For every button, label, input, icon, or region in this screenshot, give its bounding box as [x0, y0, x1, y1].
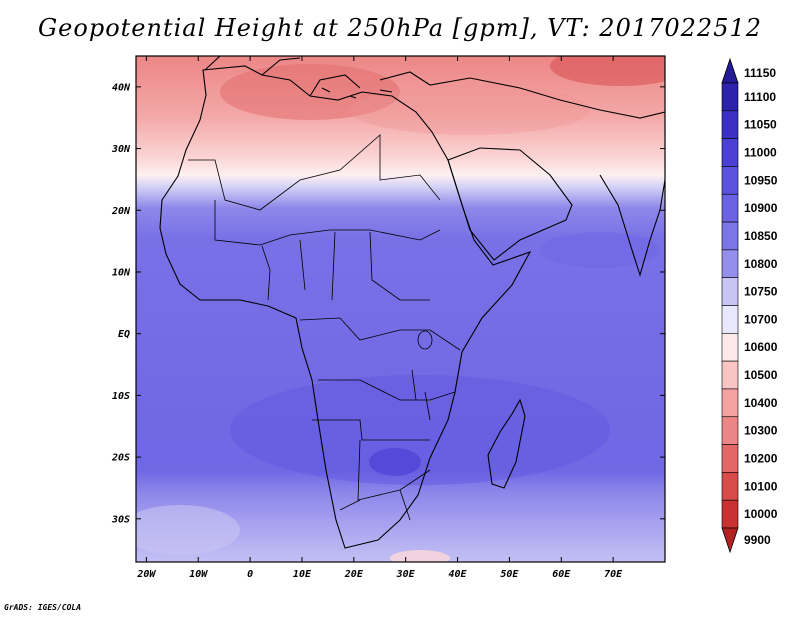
y-tick-label: EQ — [118, 329, 130, 340]
x-tick-label: 70E — [604, 569, 623, 580]
colorbar-label: 10900 — [744, 201, 778, 215]
colorbar-box — [721, 305, 739, 334]
colorbar-box — [721, 388, 739, 418]
colorbar-top-arrow — [721, 57, 739, 84]
colorbar-label: 11150 — [744, 66, 776, 80]
colorbar-label: 10000 — [744, 507, 778, 521]
country-borders — [188, 134, 461, 521]
colorbar-label: 11100 — [744, 90, 776, 104]
colorbar-label: 11000 — [744, 146, 777, 160]
y-tick-label: 10S — [112, 391, 130, 402]
colorbar-label: 10200 — [744, 451, 778, 465]
x-axis: 20W 10W 0 10E 20E 30E 40E 50E 60E 70E — [136, 56, 623, 580]
colorbar-box — [721, 360, 739, 390]
colorbar-box — [721, 444, 739, 473]
plot-frame — [135, 55, 666, 563]
colorbar-label: 9900 — [744, 533, 771, 547]
x-tick-label: 20E — [344, 569, 364, 580]
colorbar-box — [721, 221, 739, 251]
colorbar-box — [721, 110, 739, 139]
lakes — [411, 330, 433, 421]
y-tick-label: 40N — [112, 82, 131, 93]
colorbar: 11150 11100 11050 11000 10950 10900 10850 10800… — [721, 57, 778, 554]
x-tick-label: 40E — [449, 569, 468, 580]
x-tick-label: 60E — [552, 569, 571, 580]
colorbar-box — [721, 416, 739, 445]
y-tick-label: 20S — [111, 453, 130, 464]
map-title: Geopotential Height at 250hPa [gpm], VT:… — [38, 14, 762, 42]
colorbar-box — [721, 333, 739, 362]
height-field — [136, 56, 665, 562]
x-tick-label: 20W — [136, 569, 156, 580]
y-tick-label: 20N — [111, 206, 131, 217]
colorbar-box — [721, 277, 739, 306]
colorbar-label: 10850 — [744, 229, 778, 243]
colorbar-label: 10750 — [744, 285, 778, 299]
y-tick-label: 30S — [111, 514, 130, 525]
grads-credit: GrADS: IGES/COLA — [4, 603, 82, 612]
x-tick-label: 10W — [189, 569, 208, 580]
colorbar-box — [721, 193, 739, 223]
colorbar-label: 10500 — [744, 368, 778, 382]
x-tick-label: 30E — [396, 569, 416, 580]
colorbar-box — [721, 249, 739, 278]
colorbar-box — [721, 138, 739, 167]
colorbar-label: 10950 — [744, 173, 778, 187]
colorbar-label: 10600 — [744, 340, 778, 354]
colorbar-bottom-arrow — [721, 527, 739, 554]
colorbar-label: 10100 — [744, 479, 778, 493]
x-tick-label: 50E — [500, 569, 519, 580]
colorbar-box — [721, 499, 739, 529]
y-tick-label: 30N — [111, 144, 131, 155]
colorbar-box — [721, 472, 739, 501]
colorbar-box — [721, 82, 739, 112]
colorbar-box — [721, 166, 739, 195]
colorbar-label: 11050 — [744, 118, 777, 132]
x-tick-label: 0 — [247, 569, 253, 580]
colorbar-label: 10700 — [744, 312, 778, 326]
colorbar-label: 10800 — [744, 257, 778, 271]
y-axis: 40N 30N 20N 10N EQ 10S 20S 30S — [111, 82, 665, 525]
colorbar-label: 10400 — [744, 396, 778, 410]
colorbar-label: 10300 — [744, 424, 778, 438]
y-tick-label: 10N — [112, 267, 131, 278]
x-tick-label: 10E — [293, 569, 312, 580]
